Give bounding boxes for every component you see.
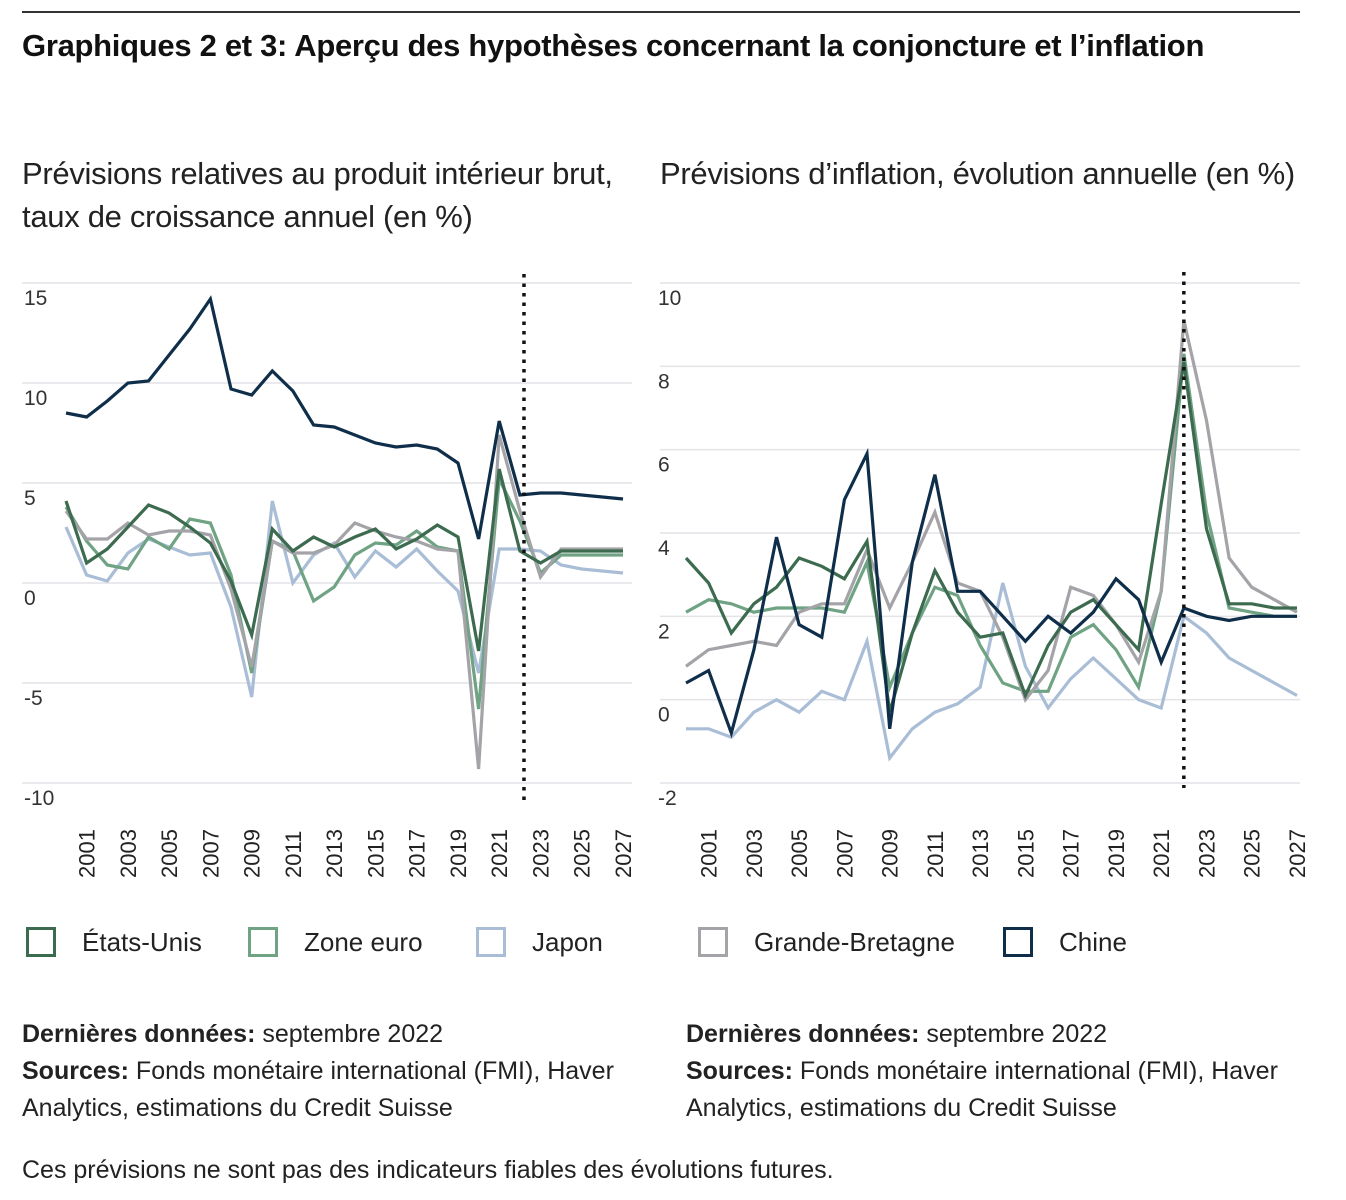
page-title: Graphiques 2 et 3: Aperçu des hypothèses… (22, 28, 1205, 63)
legend-item-grande-bretagne: Grande-Bretagne (698, 922, 955, 962)
latest-data-value: septembre 2022 (919, 1020, 1108, 1048)
legend-item-zone-euro: Zone euro (248, 922, 423, 962)
sources-line: Sources: Fonds monétaire international (… (686, 1053, 1306, 1127)
x-tick-label: 2025 (1240, 829, 1265, 878)
x-tick-label: 2009 (878, 829, 903, 878)
sources-value: Fonds monétaire international (FMI), Hav… (686, 1057, 1278, 1122)
x-tick-label: 2009 (240, 829, 265, 878)
notes-left: Dernières données: septembre 2022 Source… (22, 1016, 642, 1127)
gdp-growth-chart: 15 10 5 0 -5 -10 2001 2003 2005 2007 2009 2011 2013 2… (22, 274, 636, 878)
x-tick-label: 2017 (405, 829, 430, 878)
latest-data-label: Dernières données: (22, 1020, 256, 1048)
x-tick-label: 2017 (1059, 829, 1084, 878)
inflation-chart: 10 8 6 4 2 0 -2 2001 2003 2005 2007 2009 2011 2013 201… (658, 272, 1310, 878)
legend-label: États-Unis (82, 926, 202, 957)
y-tick-label: 0 (658, 704, 670, 727)
series-line-grande-bretagne (64, 434, 623, 770)
x-tick-label: 2001 (697, 829, 722, 878)
sources-label: Sources: (686, 1057, 793, 1085)
x-tick-label: 2019 (446, 829, 471, 878)
x-tick-label: 2007 (198, 829, 223, 878)
x-tick-label: 2015 (363, 829, 388, 878)
x-tick-label: 2001 (75, 829, 100, 878)
disclaimer: Ces prévisions ne sont pas des indicateu… (22, 1156, 834, 1184)
x-tick-label: 2005 (787, 829, 812, 878)
inflation-chart-title: Prévisions d’inflation, évolution annuel… (660, 156, 1295, 191)
x-tick-label: 2023 (528, 829, 553, 878)
legend-label: Chine (1059, 926, 1127, 957)
legend-label: Zone euro (304, 926, 423, 957)
x-tick-label: 2007 (832, 829, 857, 878)
legend-swatch-chine (1003, 927, 1033, 957)
y-tick-label: 10 (658, 287, 681, 310)
legend: États-Unis Zone euro Japon Grande-Bretag… (0, 922, 1346, 966)
x-tick-label: 2011 (281, 831, 306, 878)
x-tick-label: 2015 (1013, 829, 1038, 878)
x-tick-label: 2003 (116, 829, 141, 878)
y-tick-label: 10 (24, 387, 47, 410)
y-tick-label: -10 (24, 787, 54, 810)
y-tick-label: 4 (658, 537, 670, 560)
y-tick-label: 5 (24, 487, 36, 510)
sources-line: Sources: Fonds monétaire international (… (22, 1053, 642, 1127)
x-tick-label: 2025 (570, 829, 595, 878)
legend-item-etats-unis: États-Unis (26, 922, 202, 962)
series-line-etats-unis (684, 361, 1297, 713)
series-line-grande-bretagne (685, 320, 1298, 703)
y-tick-label: -2 (658, 787, 677, 810)
y-tick-label: 8 (658, 370, 670, 393)
x-tick-label: 2023 (1194, 829, 1219, 878)
legend-item-japon: Japon (476, 922, 603, 962)
legend-label: Grande-Bretagne (754, 926, 955, 957)
series-line-etats-unis (64, 468, 623, 652)
latest-data-value: septembre 2022 (255, 1020, 444, 1048)
notes-right: Dernières données: septembre 2022 Source… (686, 1016, 1306, 1127)
latest-data-label: Dernières données: (686, 1020, 920, 1048)
y-tick-label: 15 (24, 287, 47, 310)
latest-data-line: Dernières données: septembre 2022 (686, 1016, 1306, 1053)
y-tick-label: 0 (24, 587, 36, 610)
x-tick-label: 2027 (611, 829, 636, 878)
legend-swatch-grande-bretagne (698, 927, 728, 957)
gdp-chart-title: Prévisions relatives au produit intérieu… (22, 156, 613, 234)
x-tick-label: 2021 (487, 829, 512, 878)
legend-label: Japon (532, 926, 603, 957)
legend-swatch-etats-unis (26, 927, 56, 957)
legend-swatch-japon (476, 927, 506, 957)
x-tick-label: 2003 (742, 829, 767, 878)
series-line-japon (64, 500, 624, 698)
x-tick-label: 2027 (1285, 829, 1310, 878)
y-tick-label: -5 (24, 687, 43, 710)
x-tick-label: 2021 (1149, 829, 1174, 878)
sources-value: Fonds monétaire international (FMI), Hav… (22, 1057, 614, 1122)
y-tick-label: 6 (658, 454, 670, 477)
y-tick-label: 2 (658, 620, 670, 643)
x-tick-label: 2005 (157, 829, 182, 878)
x-tick-label: 2011 (923, 831, 948, 878)
x-tick-label: 2013 (322, 829, 347, 878)
legend-swatch-zone-euro (248, 927, 278, 957)
x-tick-label: 2013 (968, 829, 993, 878)
latest-data-line: Dernières données: septembre 2022 (22, 1016, 642, 1053)
sources-label: Sources: (22, 1057, 129, 1085)
top-rule (22, 11, 1300, 13)
x-tick-label: 2019 (1104, 829, 1129, 878)
series-line-chine (685, 447, 1297, 739)
series-line-zone-euro (685, 353, 1297, 693)
series-line-zone-euro (64, 473, 623, 710)
legend-item-chine: Chine (1003, 922, 1127, 962)
series-line-chine (65, 295, 624, 540)
